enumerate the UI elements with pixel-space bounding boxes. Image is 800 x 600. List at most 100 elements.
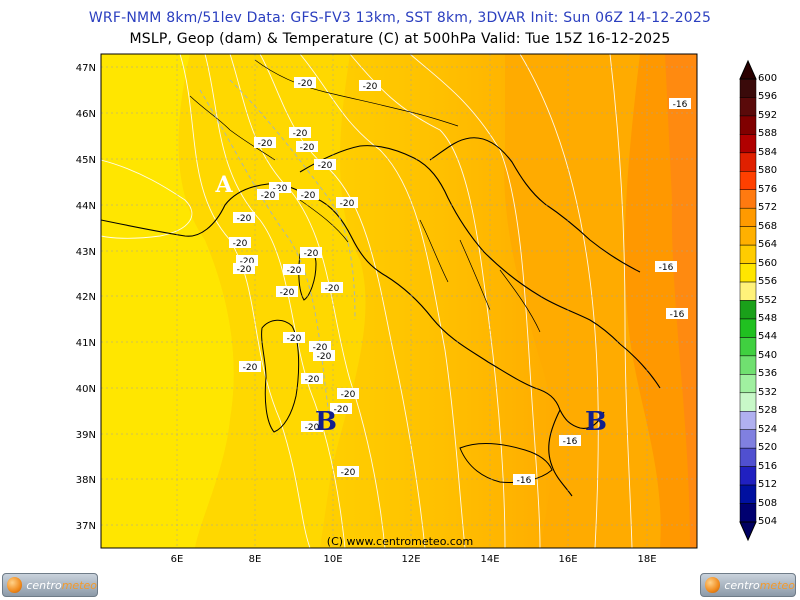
lat-label: 41N xyxy=(76,338,96,349)
sardinia xyxy=(261,319,300,433)
temp-label: -20 xyxy=(337,388,359,400)
color-scale-min-arrow xyxy=(739,521,757,542)
lat-label: 44N xyxy=(76,201,96,212)
temp-label: -20 xyxy=(283,264,305,276)
lat-label: 42N xyxy=(76,292,96,303)
globe-icon xyxy=(705,577,721,593)
temp-label: -20 xyxy=(233,212,255,224)
color-scale-level: 560 xyxy=(758,257,778,269)
svg-text:-20: -20 xyxy=(334,405,349,415)
temp-label: -20 xyxy=(257,189,279,201)
lon-label: 8E xyxy=(249,554,262,565)
color-scale-swatch xyxy=(739,484,757,504)
map-title-line1: WRF-NMM 8km/51lev Data: GFS-FV3 13km, SS… xyxy=(88,10,712,26)
svg-text:-20: -20 xyxy=(304,249,319,259)
isobars xyxy=(101,54,633,548)
color-scale-level: 516 xyxy=(758,460,778,472)
sicily xyxy=(459,443,553,483)
color-scale-level: 600 xyxy=(758,73,778,84)
low-pressure-center: B xyxy=(315,407,337,437)
lat-label: 40N xyxy=(76,384,96,395)
borders xyxy=(189,59,541,333)
color-scale-level: 588 xyxy=(758,128,778,140)
temp-label: -20 xyxy=(294,77,316,89)
color-scale-level: 540 xyxy=(758,349,778,361)
color-scale-swatch xyxy=(739,355,757,375)
color-scale-swatch xyxy=(739,337,757,357)
centrometeo-logo-right[interactable]: centro meteo xyxy=(700,573,796,597)
svg-text:-20: -20 xyxy=(240,257,255,267)
color-scale-swatch xyxy=(739,244,757,264)
lat-label: 37N xyxy=(76,521,96,532)
color-scale-swatch xyxy=(739,374,757,394)
color-scale-level: 592 xyxy=(758,109,778,121)
temperature-field: -20 -20 -20 -20 -20 -20 -20 -20 -20 -20 … xyxy=(101,54,697,548)
svg-text:-16: -16 xyxy=(563,437,578,447)
color-scale-swatch xyxy=(739,115,757,135)
lon-label: 6E xyxy=(171,554,184,565)
color-scale-level: 556 xyxy=(758,276,778,288)
coastlines xyxy=(101,137,661,497)
svg-text:-20: -20 xyxy=(243,363,258,373)
temp-label: -20 xyxy=(301,373,323,385)
color-scale-swatch xyxy=(739,503,757,523)
color-scale-level: 520 xyxy=(758,442,778,454)
low-pressure-center: B xyxy=(585,407,607,437)
color-scale-level: 564 xyxy=(758,239,778,251)
temp-label: -20 xyxy=(296,141,318,153)
color-scale-swatch xyxy=(739,263,757,283)
svg-text:-20: -20 xyxy=(305,423,320,433)
temp-label: -20 xyxy=(239,361,261,373)
temp-label: -16 xyxy=(666,308,688,320)
color-scale-level: 572 xyxy=(758,202,778,214)
temp-label: -20 xyxy=(283,332,305,344)
svg-text:-20: -20 xyxy=(258,139,273,149)
color-scale-swatch xyxy=(739,134,757,154)
map-title-line2: MSLP, Geop (dam) & Temperature (C) at 50… xyxy=(129,31,671,47)
color-scale-swatch xyxy=(739,281,757,301)
color-scale-level: 524 xyxy=(758,423,778,435)
svg-text:-20: -20 xyxy=(301,191,316,201)
color-scale-level: 576 xyxy=(758,183,778,195)
high-pressure-center: A xyxy=(214,172,233,198)
color-scale-bar xyxy=(739,59,757,542)
temp-label: -16 xyxy=(655,261,677,273)
color-scale-level: 504 xyxy=(758,516,778,527)
color-scale-swatch xyxy=(739,392,757,412)
temp-label: -20 xyxy=(301,421,323,433)
color-scale-level: 568 xyxy=(758,220,778,232)
centrometeo-logo-left[interactable]: centro meteo xyxy=(2,573,98,597)
lat-label: 47N xyxy=(76,63,96,74)
temp-label: -20 xyxy=(337,466,359,478)
globe-icon xyxy=(7,577,23,593)
color-scale-level: 512 xyxy=(758,479,778,491)
lat-label: 43N xyxy=(76,247,96,258)
temp-label: -20 xyxy=(254,137,276,149)
temp-label: -20 xyxy=(359,80,381,92)
temp-label: -16 xyxy=(513,474,535,486)
temp-label: -20 xyxy=(314,159,336,171)
svg-text:-20: -20 xyxy=(305,375,320,385)
svg-text:-20: -20 xyxy=(233,239,248,249)
color-scale-swatch xyxy=(739,466,757,486)
svg-text:-20: -20 xyxy=(317,352,332,362)
color-scale-swatch xyxy=(739,78,757,98)
temp-label: -20 xyxy=(300,247,322,259)
color-scale-level: 528 xyxy=(758,405,778,417)
temperature-labels: -20 -20 -20 -20 -20 -20 -20 -20 -20 -20 … xyxy=(229,77,691,486)
svg-text:-20: -20 xyxy=(293,129,308,139)
color-scale-max-arrow xyxy=(739,59,757,80)
svg-text:-16: -16 xyxy=(659,263,674,273)
svg-text:-16: -16 xyxy=(673,100,688,110)
longitude-labels: 6E 8E 10E 12E 14E 16E 18E xyxy=(171,554,657,565)
temp-label: -16 xyxy=(559,435,581,447)
dashed-isolines xyxy=(199,79,356,421)
color-scale-level: 552 xyxy=(758,294,778,306)
lon-label: 12E xyxy=(401,554,420,565)
svg-text:-20: -20 xyxy=(280,288,295,298)
color-scale-swatch xyxy=(739,226,757,246)
color-scale-level: 536 xyxy=(758,368,778,380)
svg-text:-20: -20 xyxy=(261,191,276,201)
color-scale-swatch xyxy=(739,318,757,338)
